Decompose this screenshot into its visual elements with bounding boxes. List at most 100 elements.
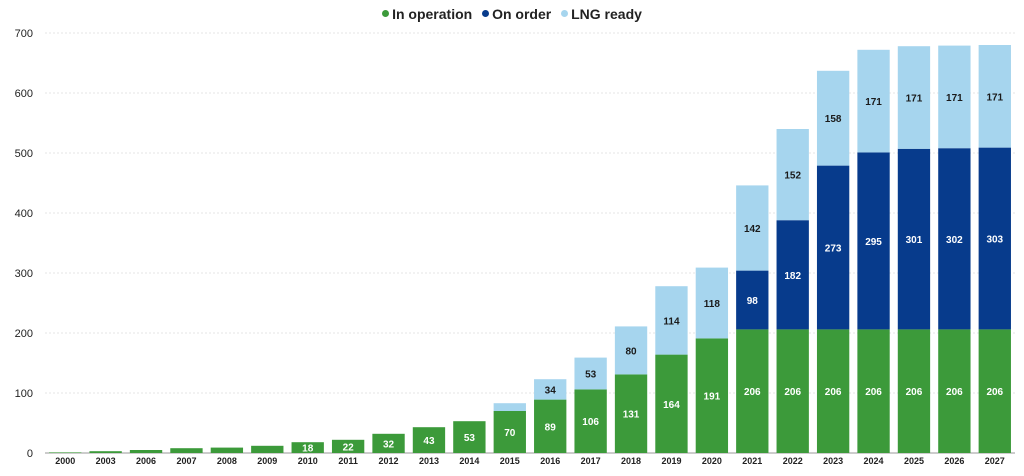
x-tick-label: 2013 bbox=[419, 456, 439, 466]
x-tick-label: 2012 bbox=[379, 456, 399, 466]
x-tick-label: 2011 bbox=[338, 456, 358, 466]
bar-segment bbox=[574, 389, 607, 453]
x-tick-label: 2014 bbox=[459, 456, 479, 466]
data-label: 303 bbox=[986, 235, 1003, 246]
bar-segment bbox=[776, 220, 809, 330]
bar-segment bbox=[89, 451, 122, 453]
bar-segment bbox=[493, 403, 526, 411]
data-label: 302 bbox=[946, 235, 963, 246]
data-label: 171 bbox=[986, 92, 1003, 103]
x-tick-label: 2023 bbox=[823, 456, 843, 466]
y-tick-label: 400 bbox=[15, 208, 33, 220]
x-tick-label: 2007 bbox=[176, 456, 196, 466]
data-label: 118 bbox=[704, 299, 721, 310]
x-tick-label: 2019 bbox=[661, 456, 681, 466]
data-label: 191 bbox=[704, 392, 721, 403]
data-label: 43 bbox=[423, 436, 435, 447]
bar-segment bbox=[978, 45, 1011, 148]
bar-segment bbox=[534, 379, 567, 400]
bar-segment bbox=[897, 329, 931, 453]
data-label: 182 bbox=[784, 271, 801, 282]
legend-swatch-in-operation bbox=[382, 10, 390, 17]
x-tick-label: 2025 bbox=[904, 456, 924, 466]
bar-segment bbox=[129, 450, 163, 453]
x-tick-label: 2003 bbox=[96, 456, 116, 466]
data-label: 34 bbox=[545, 385, 557, 396]
x-tick-label: 2006 bbox=[136, 456, 156, 466]
data-label: 142 bbox=[744, 224, 761, 235]
data-label: 18 bbox=[302, 444, 314, 455]
data-label: 152 bbox=[784, 171, 801, 182]
y-tick-label: 0 bbox=[27, 448, 33, 460]
data-label: 158 bbox=[825, 114, 842, 125]
bar-segment bbox=[251, 445, 284, 453]
x-tick-label: 2010 bbox=[298, 456, 318, 466]
bar-segment bbox=[412, 427, 446, 453]
bar-segment bbox=[978, 147, 1011, 330]
data-label: 295 bbox=[865, 237, 882, 248]
bar-segment bbox=[534, 399, 567, 453]
legend-item-lng-ready: LNG ready bbox=[561, 6, 642, 22]
bar-segment bbox=[695, 267, 729, 339]
legend-swatch-on-order bbox=[482, 10, 490, 17]
y-tick-label: 100 bbox=[15, 388, 33, 400]
data-label: 32 bbox=[383, 439, 395, 450]
x-tick-label: 2008 bbox=[217, 456, 237, 466]
bar-segment bbox=[655, 354, 688, 453]
data-label: 206 bbox=[906, 387, 923, 398]
x-tick-label: 2020 bbox=[702, 456, 722, 466]
bar-segment bbox=[170, 448, 203, 453]
data-label: 171 bbox=[946, 93, 963, 104]
bar-segment bbox=[210, 447, 244, 453]
data-label: 53 bbox=[585, 370, 597, 381]
chart-legend: In operation On order LNG ready bbox=[0, 6, 1024, 22]
bar-segment bbox=[574, 357, 607, 390]
y-tick-label: 500 bbox=[15, 148, 33, 160]
legend-label: In operation bbox=[392, 6, 473, 22]
bar-segment bbox=[978, 329, 1011, 453]
x-tick-label: 2016 bbox=[540, 456, 560, 466]
legend-swatch-lng-ready bbox=[561, 10, 569, 17]
data-label: 206 bbox=[946, 387, 963, 398]
bar-segment bbox=[857, 152, 890, 330]
data-label: 89 bbox=[545, 422, 557, 433]
x-tick-label: 2018 bbox=[621, 456, 641, 466]
data-label: 164 bbox=[663, 400, 680, 411]
x-tick-label: 2015 bbox=[500, 456, 520, 466]
data-label: 301 bbox=[906, 235, 923, 246]
data-label: 131 bbox=[623, 410, 640, 421]
x-tick-label: 2021 bbox=[742, 456, 762, 466]
bar-segment bbox=[816, 165, 850, 330]
data-label: 80 bbox=[625, 346, 637, 357]
bar-segment bbox=[816, 70, 850, 166]
y-tick-label: 200 bbox=[15, 328, 33, 340]
bar-segment bbox=[372, 433, 405, 453]
data-label: 171 bbox=[906, 94, 923, 105]
data-label: 106 bbox=[582, 417, 599, 428]
legend-item-in-operation: In operation bbox=[382, 6, 472, 22]
bar-segment bbox=[897, 148, 931, 330]
bar-segment bbox=[291, 442, 324, 453]
x-tick-label: 2027 bbox=[985, 456, 1005, 466]
data-label: 206 bbox=[825, 387, 842, 398]
bar-segment bbox=[897, 46, 931, 149]
data-label: 98 bbox=[747, 296, 759, 307]
data-label: 206 bbox=[744, 387, 761, 398]
bar-segment bbox=[857, 329, 890, 453]
legend-label: On order bbox=[492, 6, 552, 22]
data-label: 206 bbox=[986, 387, 1003, 398]
y-tick-label: 300 bbox=[15, 268, 33, 280]
data-label: 206 bbox=[784, 387, 801, 398]
legend-label: LNG ready bbox=[571, 6, 642, 22]
y-tick-label: 600 bbox=[15, 88, 33, 100]
bar-segment bbox=[938, 148, 971, 330]
bar-segment bbox=[776, 129, 809, 221]
bar-segment bbox=[776, 329, 809, 453]
bar-segment bbox=[816, 329, 850, 453]
bar-segment bbox=[736, 329, 769, 453]
bar-segment bbox=[736, 270, 769, 330]
y-tick-label: 700 bbox=[15, 28, 33, 40]
bar-segment bbox=[938, 45, 971, 149]
bar-segment bbox=[655, 286, 688, 355]
